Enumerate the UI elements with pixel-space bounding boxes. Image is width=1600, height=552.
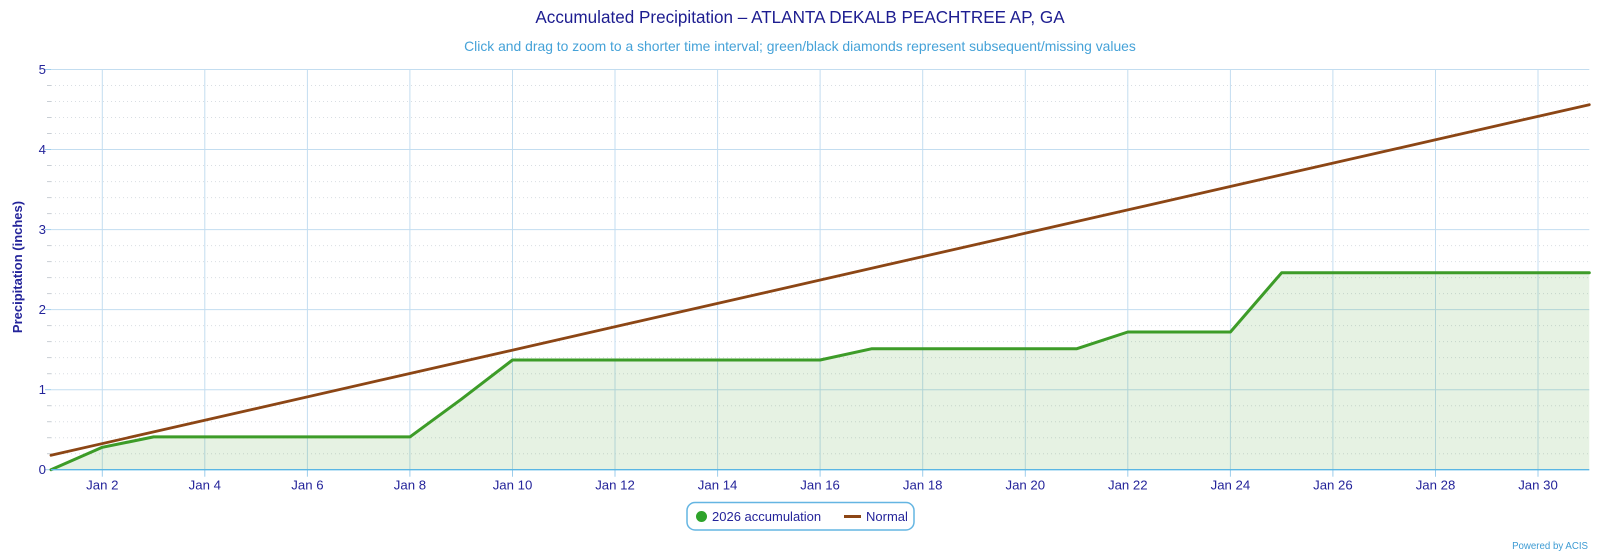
svg-text:Jan 24: Jan 24 [1211, 478, 1251, 493]
svg-text:Jan 30: Jan 30 [1518, 478, 1558, 493]
svg-text:Jan 18: Jan 18 [903, 478, 943, 493]
svg-text:Jan 14: Jan 14 [698, 478, 738, 493]
svg-text:Jan 8: Jan 8 [394, 478, 426, 493]
svg-text:Precipitation (inches): Precipitation (inches) [10, 201, 25, 333]
svg-text:Jan 26: Jan 26 [1313, 478, 1353, 493]
svg-text:Jan 10: Jan 10 [493, 478, 533, 493]
svg-text:Powered by ACIS: Powered by ACIS [1512, 541, 1588, 552]
svg-text:Normal: Normal [866, 509, 908, 524]
svg-text:Jan 16: Jan 16 [800, 478, 840, 493]
svg-text:Jan 28: Jan 28 [1416, 478, 1456, 493]
svg-text:Jan 12: Jan 12 [595, 478, 635, 493]
svg-text:2: 2 [39, 302, 46, 317]
svg-text:0: 0 [39, 462, 46, 477]
svg-text:Accumulated Precipitation – AT: Accumulated Precipitation – ATLANTA DEKA… [535, 8, 1065, 27]
svg-text:1: 1 [39, 382, 46, 397]
svg-text:Jan 6: Jan 6 [291, 478, 323, 493]
svg-text:3: 3 [39, 222, 46, 237]
svg-text:Click and drag to zoom to a sh: Click and drag to zoom to a shorter time… [464, 38, 1136, 54]
svg-text:2026 accumulation: 2026 accumulation [712, 509, 821, 524]
svg-text:Jan 22: Jan 22 [1108, 478, 1148, 493]
svg-text:Jan 4: Jan 4 [189, 478, 221, 493]
svg-text:5: 5 [39, 62, 46, 77]
svg-text:4: 4 [39, 142, 46, 157]
svg-text:Jan 20: Jan 20 [1005, 478, 1045, 493]
svg-text:Jan 2: Jan 2 [86, 478, 118, 493]
